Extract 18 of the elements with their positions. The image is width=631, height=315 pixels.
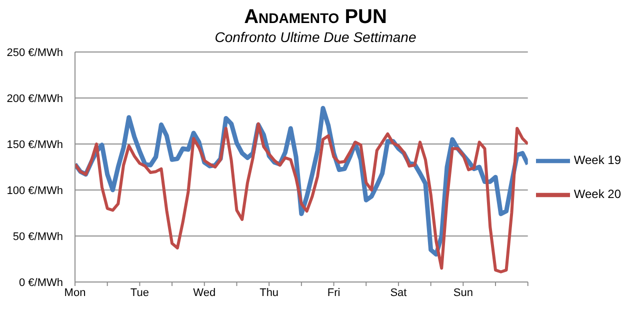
x-tick-label: Sat bbox=[390, 286, 407, 299]
x-tick-label: Sun bbox=[453, 286, 473, 299]
x-tick-label: Wed bbox=[193, 286, 216, 299]
y-tick-label: 250 €/MWh bbox=[6, 46, 63, 59]
y-tick-label: 100 €/MWh bbox=[6, 184, 63, 197]
x-tick-label: Tue bbox=[130, 286, 149, 299]
y-tick-label: 0 €/MWh bbox=[18, 276, 63, 289]
x-tick-label: Fri bbox=[327, 286, 340, 299]
y-tick-label: 200 €/MWh bbox=[6, 92, 63, 105]
x-tick-label: Mon bbox=[64, 286, 86, 299]
y-tick-label: 150 €/MWh bbox=[6, 138, 63, 151]
x-tick-label: Thu bbox=[260, 286, 279, 299]
y-tick-label: 50 €/MWh bbox=[12, 230, 63, 243]
chart-title: Andamento PUN bbox=[243, 5, 388, 28]
line-series bbox=[75, 122, 528, 274]
chart-subtitle: Confronto Ultime Due Settimane bbox=[214, 28, 418, 46]
legend-label: Week 19 bbox=[574, 152, 621, 167]
legend-label: Week 20 bbox=[574, 186, 621, 201]
